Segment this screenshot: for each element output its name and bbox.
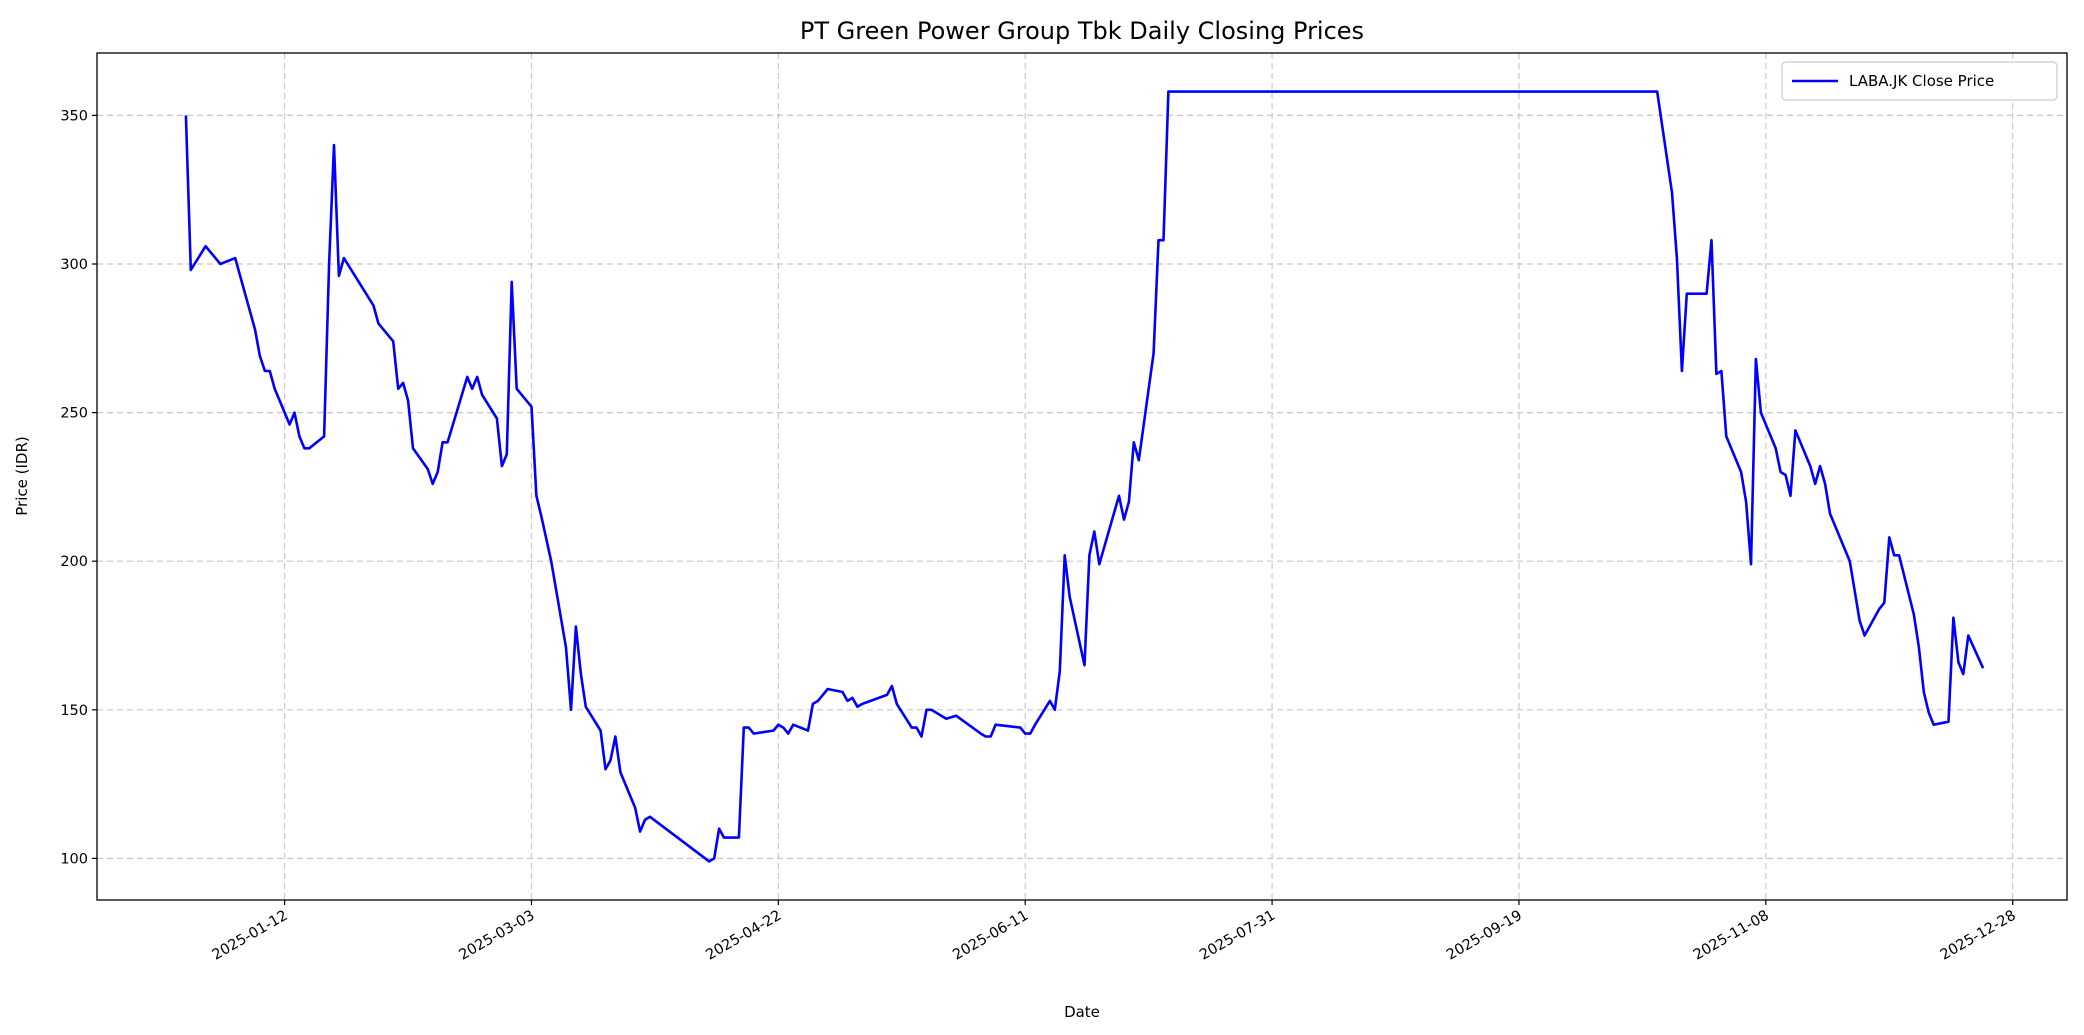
y-axis-label: Price (IDR)	[13, 436, 31, 515]
y-axis-ticks: 100 150 200 250 300 350	[60, 108, 97, 867]
chart-title: PT Green Power Group Tbk Daily Closing P…	[800, 17, 1364, 45]
x-axis-label: Date	[1064, 1003, 1100, 1021]
y-tick-label: 300	[60, 257, 88, 273]
series-layer	[184, 90, 1985, 863]
y-tick-label: 200	[60, 554, 88, 570]
plot-frame	[96, 52, 2068, 901]
y-tick-label: 100	[60, 851, 88, 867]
legend: LABA.JK Close Price	[1781, 61, 2058, 101]
legend-label: LABA.JK Close Price	[1849, 72, 1994, 90]
y-tick-label: 350	[60, 108, 88, 124]
y-tick-label: 250	[60, 406, 88, 422]
legend-box	[1781, 61, 2058, 101]
price-line	[184, 90, 1985, 863]
y-tick-label: 150	[60, 703, 88, 719]
gridlines	[97, 53, 2067, 900]
